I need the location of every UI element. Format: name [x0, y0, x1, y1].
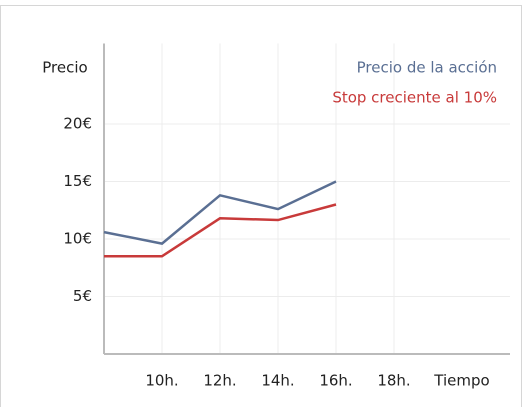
y-tick-label: 20€ — [63, 115, 92, 133]
y-axis-label: Precio — [42, 59, 87, 77]
x-axis-label: Tiempo — [433, 372, 489, 390]
y-tick-label: 10€ — [63, 230, 92, 248]
x-tick-label: 10h. — [145, 372, 178, 390]
legend-label: Stop creciente al 10% — [332, 89, 497, 107]
x-tick-label: 14h. — [261, 372, 294, 390]
x-tick-label: 12h. — [203, 372, 236, 390]
series-line — [104, 203, 337, 258]
y-tick-label: 15€ — [63, 172, 92, 190]
y-tick-label: 5€ — [73, 287, 92, 305]
frame — [0, 5, 522, 407]
x-tick-label: 18h. — [377, 372, 410, 390]
legend-label: Precio de la acción — [357, 59, 497, 77]
x-tick-label: 16h. — [319, 372, 352, 390]
series-line — [103, 180, 337, 245]
